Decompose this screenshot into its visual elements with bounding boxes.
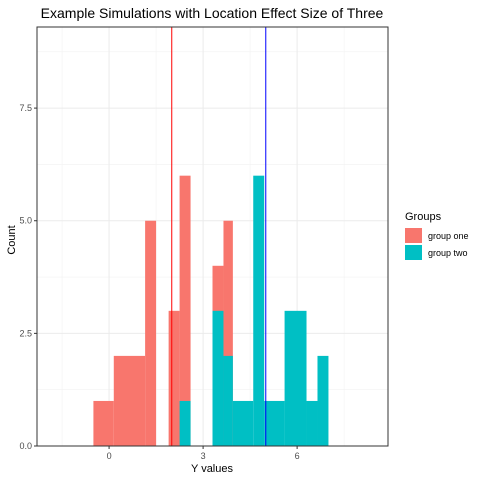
reference-lines — [171, 27, 267, 446]
histogram-bar-group-two — [232, 400, 254, 446]
legend-swatch-group-one — [405, 228, 422, 243]
histogram-bar-group-one — [223, 220, 233, 446]
x-tick-label: 3 — [201, 451, 206, 461]
legend-title: Groups — [405, 211, 442, 223]
histogram-bar-group-two — [223, 355, 233, 446]
chart-title: Example Simulations with Location Effect… — [41, 5, 384, 21]
panel-border — [36, 26, 389, 447]
x-tick-label: 6 — [295, 451, 300, 461]
x-axis-label: Y values — [191, 463, 233, 475]
histogram-bar-group-one — [179, 175, 191, 446]
y-axis-label: Count — [6, 225, 18, 254]
legend: Groups group one group two — [405, 211, 469, 260]
bars-group-two — [179, 175, 329, 446]
bars-group-one — [93, 175, 233, 446]
histogram-bar-group-two — [179, 400, 191, 446]
histogram-bar-group-two — [212, 310, 224, 446]
y-axis-ticks: 0.0 2.5 5.0 7.5 — [19, 103, 37, 451]
histogram-bar-group-one — [168, 310, 180, 446]
legend-swatch-group-two — [405, 245, 422, 260]
histogram-bar-group-two — [284, 310, 307, 446]
histogram-bar-group-two — [264, 400, 285, 446]
histogram-bar-group-two — [317, 355, 329, 446]
histogram-bar-group-one — [145, 220, 157, 446]
histogram-bar-group-one — [93, 400, 114, 446]
histogram-bar-group-one — [113, 355, 146, 446]
y-tick-label: 2.5 — [19, 328, 32, 338]
x-tick-label: 0 — [107, 451, 112, 461]
histogram-bar-group-two — [306, 400, 318, 446]
y-tick-label: 7.5 — [19, 103, 32, 113]
y-tick-label: 5.0 — [19, 216, 32, 226]
y-tick-label: 0.0 — [19, 441, 32, 451]
histogram-bar-group-two — [253, 175, 265, 446]
legend-label-group-two: group two — [428, 248, 468, 258]
legend-label-group-one: group one — [428, 231, 469, 241]
x-axis-ticks: 0 3 6 — [107, 446, 300, 461]
